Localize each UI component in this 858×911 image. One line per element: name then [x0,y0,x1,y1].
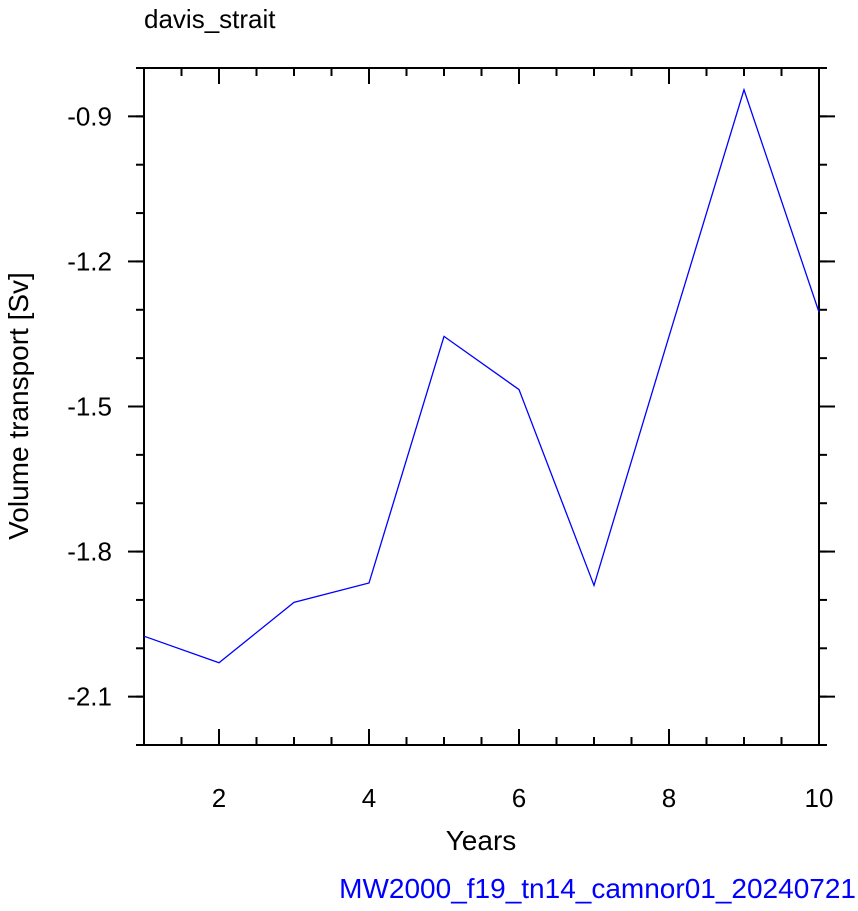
y-tick-label: -0.9 [67,101,112,131]
chart-title: davis_strait [144,4,276,34]
series-line [143,87,820,664]
x-tick-label: 6 [512,783,526,813]
y-tick-label: -1.5 [67,392,112,422]
x-tick-label: 2 [212,783,226,813]
plot-frame [143,67,820,746]
x-axis-label: Years [446,825,517,856]
y-tick-label: -2.1 [67,682,112,712]
y-tick-label: -1.8 [67,537,112,567]
x-tick-label: 4 [362,783,376,813]
x-tick-labels: 2 4 6 8 10 [212,783,834,813]
x-tick-label: 10 [805,783,834,813]
footer-label: MW2000_f19_tn14_camnor01_20240721 [339,873,856,904]
minor-ticks [136,67,827,746]
y-tick-labels: -0.9 -1.2 -1.5 -1.8 -2.1 [67,101,112,711]
y-tick-label: -1.2 [67,246,112,276]
y-axis-label: Volume transport [Sv] [3,272,34,540]
x-tick-label: 8 [662,783,676,813]
major-ticks [128,68,835,745]
